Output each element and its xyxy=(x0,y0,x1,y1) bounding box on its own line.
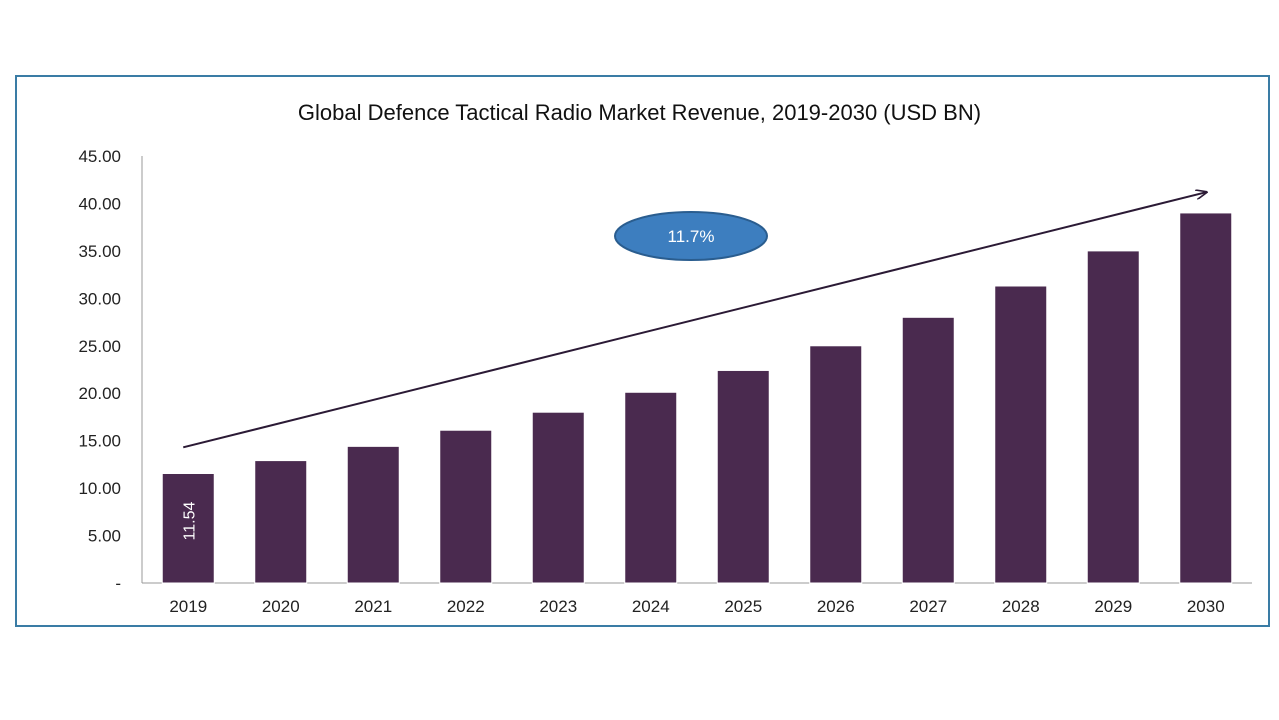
chart-frame xyxy=(15,75,1270,627)
bar-2030 xyxy=(1179,212,1233,584)
bar-2025 xyxy=(716,369,770,584)
data-labels: 11.54 xyxy=(181,501,198,540)
x-tick-label: 2020 xyxy=(262,597,300,616)
y-tick-label: 10.00 xyxy=(78,479,121,498)
y-tick-label: 40.00 xyxy=(78,194,121,213)
y-tick-label: 25.00 xyxy=(78,337,121,356)
bar-2029 xyxy=(1086,250,1140,584)
cagr-bubble: 11.7% xyxy=(614,211,768,261)
bar-2019 xyxy=(161,472,215,584)
bar-2020 xyxy=(254,460,308,584)
y-tick-label: 5.00 xyxy=(88,527,121,546)
x-tick-label: 2022 xyxy=(447,597,485,616)
y-tick-label: 20.00 xyxy=(78,384,121,403)
x-axis-ticks: 2019 2020 2021 2022 2023 2024 2025 2026 2027 2028… xyxy=(169,597,1224,616)
x-tick-label: 2027 xyxy=(909,597,947,616)
x-tick-label: 2021 xyxy=(354,597,392,616)
trend-arrow xyxy=(183,192,1207,449)
bar-2024 xyxy=(624,391,678,584)
y-tick-label: - xyxy=(115,574,121,593)
x-tick-label: 2026 xyxy=(817,597,855,616)
y-tick-label: 45.00 xyxy=(78,147,121,166)
x-tick-label: 2025 xyxy=(724,597,762,616)
bar-2027 xyxy=(901,316,955,584)
y-tick-label: 30.00 xyxy=(78,289,121,308)
chart-title: Global Defence Tactical Radio Market Rev… xyxy=(297,100,982,125)
x-tick-label: 2023 xyxy=(539,597,577,616)
bar-2023 xyxy=(531,411,585,584)
data-label: 11.54 xyxy=(181,501,198,540)
bar-2026 xyxy=(809,345,863,584)
bar-2028 xyxy=(994,285,1048,584)
x-tick-label: 2028 xyxy=(1002,597,1040,616)
bar-2021 xyxy=(346,445,400,584)
y-tick-label: 35.00 xyxy=(78,242,121,261)
x-tick-label: 2030 xyxy=(1187,597,1225,616)
x-tick-label: 2019 xyxy=(169,597,207,616)
y-axis-ticks: - 5.00 10.00 15.00 20.00 25.00 30.00 35.00 40.00… xyxy=(78,147,121,593)
bar-series xyxy=(161,212,1233,584)
y-tick-label: 15.00 xyxy=(78,432,121,451)
bar-2022 xyxy=(439,429,493,584)
cagr-label: 11.7% xyxy=(668,227,715,246)
x-tick-label: 2024 xyxy=(632,597,670,616)
cagr-bubble-shape xyxy=(614,211,768,261)
x-tick-label: 2029 xyxy=(1094,597,1132,616)
